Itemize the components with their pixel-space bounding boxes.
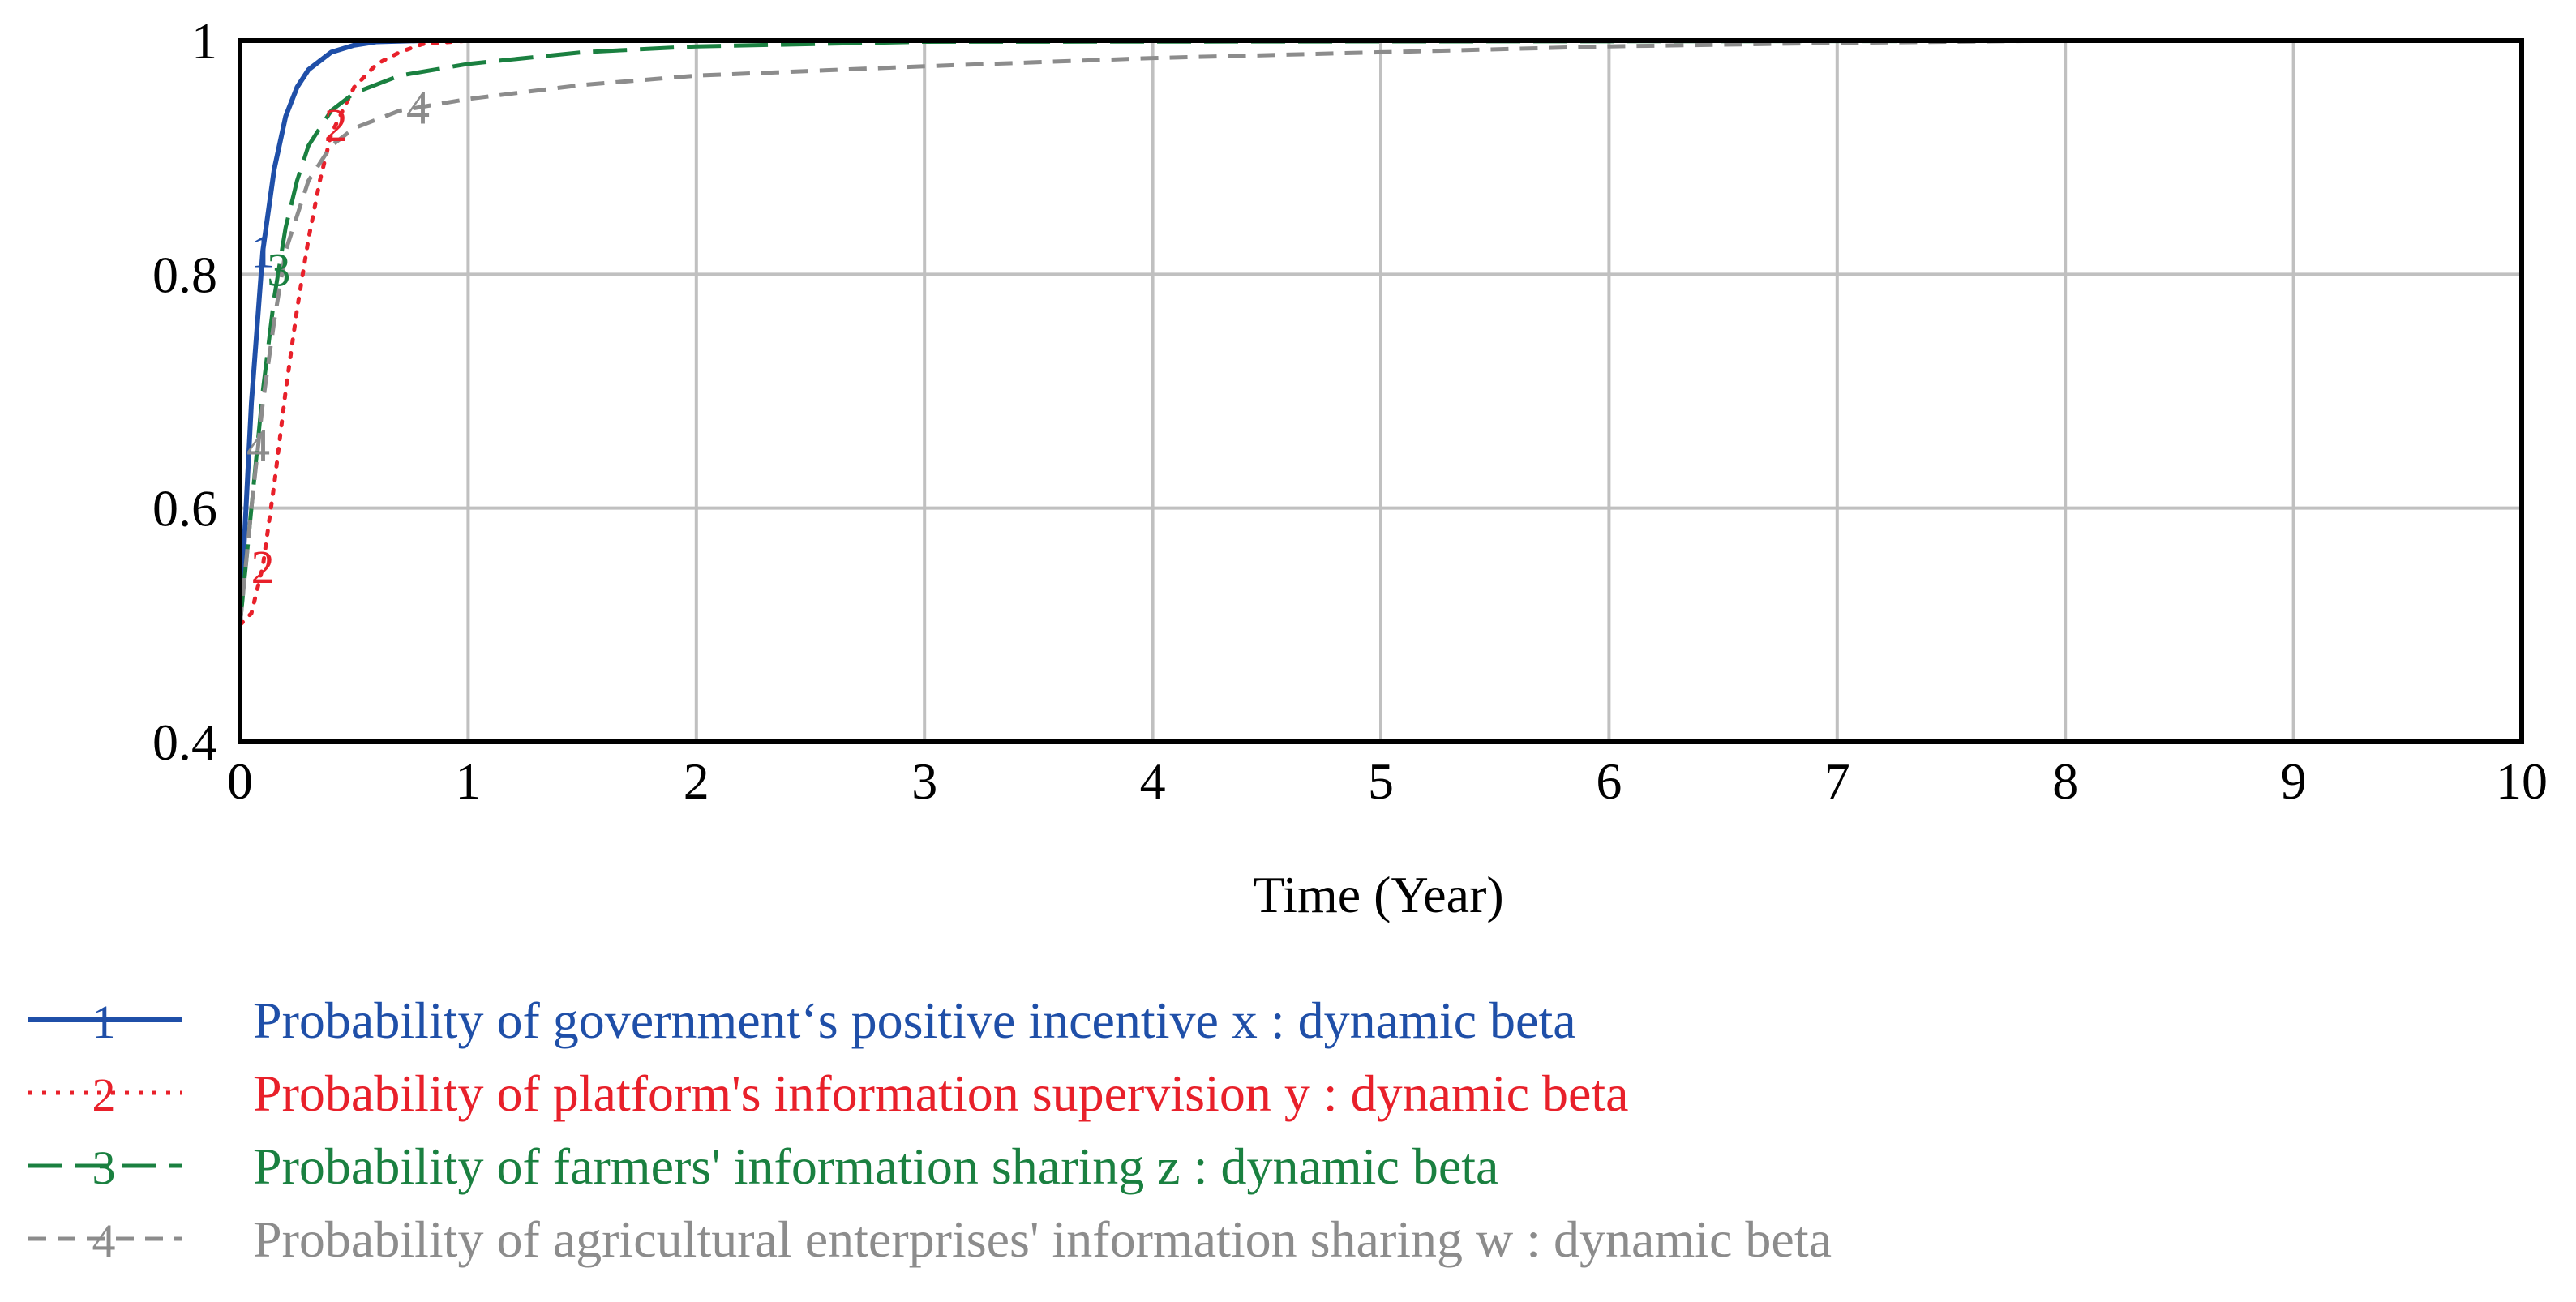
x-tick-label: 10 (2496, 752, 2548, 810)
x-tick-label: 3 (911, 752, 937, 810)
x-tick-label: 4 (1140, 752, 1166, 810)
y-tick-label: 0.8 (152, 246, 217, 303)
x-tick-label: 0 (227, 752, 253, 810)
x-tick-label: 1 (455, 752, 481, 810)
grid (240, 41, 2522, 742)
legend-item: 4 Probability of agricultural enterprises… (28, 1210, 1832, 1268)
legend-marker: 3 (92, 1141, 116, 1194)
y-tick-label: 0.4 (152, 713, 217, 771)
legend-label: Probability of platform's information su… (253, 1064, 1629, 1122)
series-2-marker: 2 (251, 541, 275, 593)
series-1-marker: 1 (251, 225, 275, 278)
x-tick-label: 2 (684, 752, 709, 810)
y-axis: 0.4 0.6 0.8 1 (152, 12, 217, 771)
legend-label: Probability of farmers' information shar… (253, 1137, 1498, 1195)
legend-label: Probability of agricultural enterprises'… (253, 1210, 1832, 1268)
plot-frame (238, 38, 2524, 744)
x-axis-label: Time (Year) (1253, 866, 1503, 923)
series-4-marker: 4 (246, 419, 270, 472)
series-3-marker: 3 (267, 244, 290, 297)
legend: 1 Probability of government‘s positive in… (28, 991, 1832, 1268)
series-2-marker: 2 (324, 99, 348, 152)
legend-item: 3 Probability of farmers' information sha… (28, 1137, 1498, 1195)
x-tick-label: 7 (1824, 752, 1850, 810)
y-tick-label: 0.6 (152, 480, 217, 538)
series-4-line (238, 38, 2522, 626)
legend-marker: 2 (92, 1069, 116, 1121)
series-4-marker: 4 (406, 82, 430, 135)
x-tick-label: 6 (1596, 752, 1622, 810)
x-tick-label: 9 (2281, 752, 2307, 810)
legend-item: 2 Probability of platform's information s… (28, 1064, 1629, 1122)
x-tick-label: 8 (2052, 752, 2078, 810)
y-tick-label: 1 (191, 12, 217, 70)
series-3-line (238, 38, 2522, 626)
legend-label: Probability of government‘s positive inc… (253, 991, 1576, 1049)
x-tick-label: 5 (1368, 752, 1394, 810)
x-axis: 0 1 2 3 4 5 6 7 8 9 10 (227, 752, 2548, 810)
legend-marker: 4 (92, 1214, 116, 1267)
series-markers: 1 2 2 3 4 4 (246, 82, 430, 593)
legend-marker: 1 (92, 996, 116, 1048)
legend-item: 1 Probability of government‘s positive in… (28, 991, 1576, 1049)
